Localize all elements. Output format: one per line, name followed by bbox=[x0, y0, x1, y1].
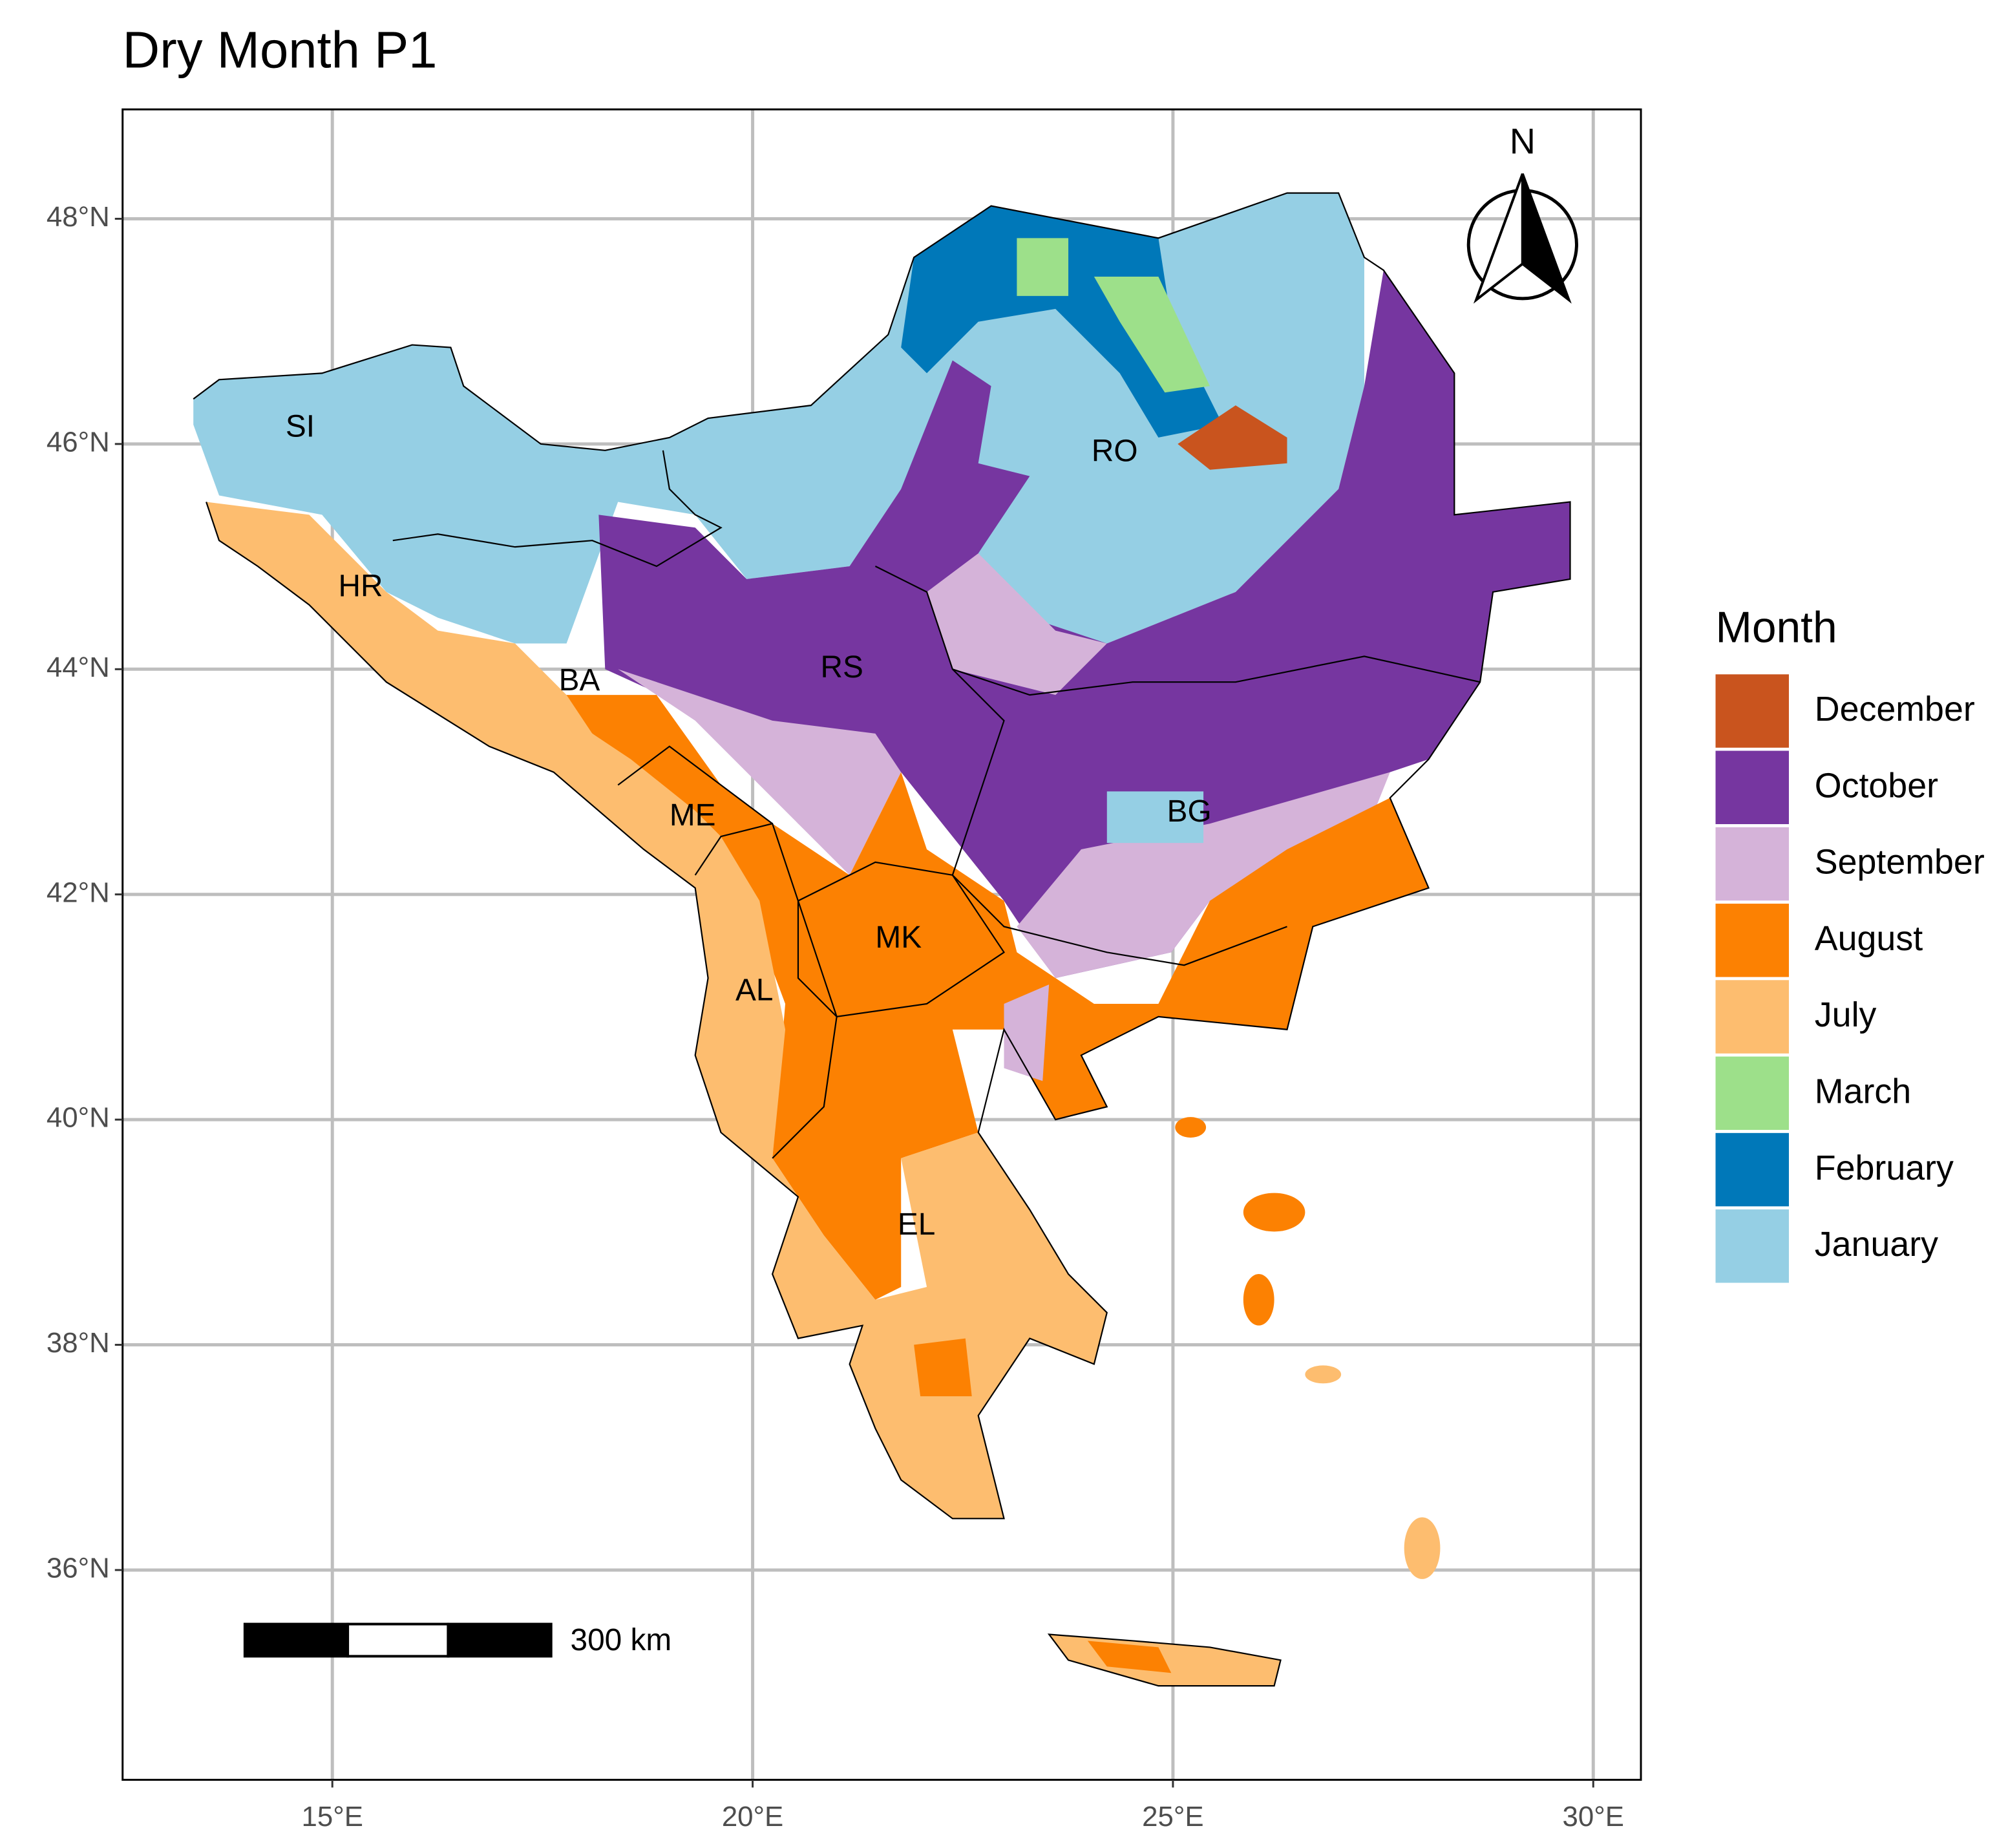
september-area bbox=[1004, 984, 1050, 1081]
legend-label: August bbox=[1815, 919, 1923, 958]
region-labels: SI HR BA ME AL MK EL RS RO BG bbox=[286, 410, 1212, 1242]
title: Dry Month P1 bbox=[123, 21, 438, 79]
legend-swatch bbox=[1715, 1056, 1789, 1131]
august-area bbox=[553, 695, 1429, 1300]
july-area bbox=[1404, 1517, 1441, 1579]
region-label: MK bbox=[875, 920, 922, 955]
north-arrow-left bbox=[1473, 173, 1524, 304]
scale-segment bbox=[346, 1622, 450, 1658]
january-area bbox=[1106, 791, 1204, 844]
legend-swatch bbox=[1715, 827, 1789, 901]
y-tick-label: 46°N bbox=[47, 426, 110, 458]
december-area bbox=[1178, 405, 1287, 470]
y-tick-label: 40°N bbox=[47, 1102, 110, 1134]
legend-swatch bbox=[1715, 750, 1789, 825]
region-label: BG bbox=[1167, 794, 1212, 829]
scale-bar: 300 km bbox=[243, 1622, 672, 1658]
border bbox=[952, 655, 1481, 696]
legend-label: July bbox=[1815, 995, 1877, 1034]
february-area bbox=[901, 206, 1223, 438]
september-area bbox=[927, 553, 1107, 696]
legend-label: March bbox=[1815, 1072, 1911, 1111]
march-area bbox=[1094, 277, 1210, 393]
x-tick-label: 15°E bbox=[301, 1801, 363, 1832]
region-label: SI bbox=[286, 410, 315, 444]
august-area bbox=[1243, 1193, 1305, 1232]
y-tick-label: 42°N bbox=[47, 876, 110, 908]
region-label: AL bbox=[735, 973, 773, 1008]
border bbox=[797, 861, 1006, 1018]
legend-swatch bbox=[1715, 980, 1789, 1054]
legend-swatch bbox=[1715, 904, 1789, 977]
x-tick-label: 20°E bbox=[722, 1801, 783, 1832]
panel-border bbox=[122, 108, 1642, 1781]
y-tick-label: 38°N bbox=[47, 1327, 110, 1359]
scale-label: 300 km bbox=[571, 1623, 672, 1657]
august-area bbox=[1175, 1117, 1207, 1138]
legend-swatch bbox=[1715, 1209, 1789, 1283]
legend-label: December bbox=[1815, 690, 1975, 728]
legend-label: September bbox=[1815, 843, 1985, 882]
august-area bbox=[1087, 1641, 1172, 1673]
y-tick-label: 44°N bbox=[47, 652, 110, 683]
border bbox=[617, 745, 773, 825]
y-tick-label: 36°N bbox=[47, 1553, 110, 1584]
scale-segment bbox=[243, 1622, 350, 1658]
legend: December October September August July March F… bbox=[1715, 674, 1985, 1283]
border bbox=[874, 566, 1287, 966]
border bbox=[694, 822, 838, 1159]
region-label: ME bbox=[670, 798, 716, 833]
region-label: RS bbox=[820, 650, 863, 685]
march-area bbox=[1017, 238, 1069, 296]
border bbox=[1047, 1633, 1282, 1687]
y-tick-label: 48°N bbox=[47, 201, 110, 233]
x-tick-label: 30°E bbox=[1563, 1801, 1624, 1832]
legend-label: October bbox=[1815, 766, 1938, 805]
legend-label: February bbox=[1815, 1149, 1954, 1187]
x-tick-label: 25°E bbox=[1142, 1801, 1203, 1832]
region-label: BA bbox=[559, 663, 600, 697]
axis-labels: 15°E 20°E 25°E 30°E 36°N 38°N 40°N 42°N 44°N 46°N… bbox=[47, 201, 1624, 1832]
north-arrow-right bbox=[1521, 173, 1572, 304]
september-area bbox=[618, 669, 902, 875]
region-label: EL bbox=[898, 1207, 935, 1242]
september-area bbox=[1017, 772, 1390, 979]
region-label: HR bbox=[339, 569, 383, 603]
scale-segment bbox=[447, 1622, 553, 1658]
legend-label: January bbox=[1815, 1225, 1938, 1264]
border bbox=[193, 192, 1571, 1520]
region-label: RO bbox=[1092, 434, 1138, 468]
border bbox=[392, 450, 723, 568]
north-arrow: N bbox=[1466, 122, 1578, 304]
legend-swatch bbox=[1715, 674, 1789, 748]
north-label: N bbox=[1510, 122, 1536, 162]
legend-swatch bbox=[1715, 1132, 1789, 1207]
august-area bbox=[1243, 1274, 1274, 1326]
land bbox=[193, 192, 1571, 1687]
august-area bbox=[914, 1338, 972, 1397]
legend-title: Month bbox=[1715, 603, 1837, 652]
july-area bbox=[1305, 1365, 1342, 1384]
